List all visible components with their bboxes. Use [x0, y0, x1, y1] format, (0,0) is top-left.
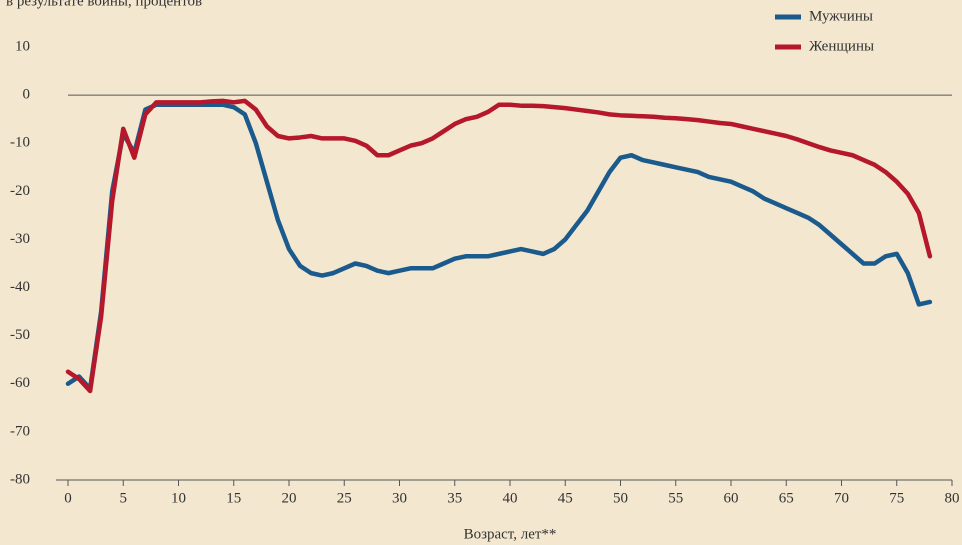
x-tick-label: 65	[779, 490, 794, 506]
x-tick-label: 40	[503, 490, 518, 506]
series-line	[65, 98, 933, 394]
x-tick-label: 60	[724, 490, 739, 506]
x-tick-label: 55	[668, 490, 683, 506]
x-tick-label: 75	[889, 490, 904, 506]
y-tick-label: -40	[10, 279, 30, 295]
y-tick-label: -70	[10, 423, 30, 439]
x-tick-label: 70	[834, 490, 849, 506]
x-tick-label: 30	[392, 490, 407, 506]
y-tick-label: -20	[10, 183, 30, 199]
chart-subtitle: в результате войны, процентов	[6, 0, 202, 9]
x-tick-label: 50	[613, 490, 628, 506]
x-tick-label: 15	[226, 490, 241, 506]
x-tick-label: 35	[447, 490, 462, 506]
x-tick-label: 45	[558, 490, 573, 506]
x-tick-label: 10	[171, 490, 186, 506]
y-tick-label: -80	[10, 471, 30, 487]
y-tick-label: 0	[23, 87, 31, 103]
y-tick-label: -60	[10, 375, 30, 391]
x-tick-label: 20	[282, 490, 297, 506]
y-tick-label: -30	[10, 231, 30, 247]
x-tick-label: 25	[337, 490, 352, 506]
series-line	[65, 102, 933, 391]
legend-label: Женщины	[809, 38, 874, 54]
x-tick-label: 0	[64, 490, 72, 506]
x-axis-label: Возраст, лет**	[464, 526, 557, 542]
y-tick-label: 10	[15, 38, 30, 54]
legend-label: Мужчины	[809, 8, 873, 24]
x-tick-label: 80	[945, 490, 960, 506]
y-tick-label: -50	[10, 327, 30, 343]
y-tick-label: -10	[10, 135, 30, 151]
x-tick-label: 5	[120, 490, 128, 506]
